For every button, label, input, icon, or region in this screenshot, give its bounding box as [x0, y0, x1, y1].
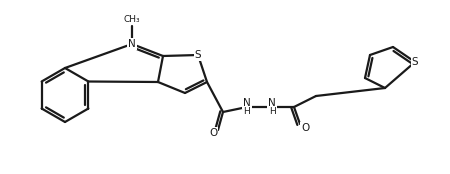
Text: N: N: [268, 98, 276, 108]
Text: O: O: [209, 128, 217, 138]
Text: N: N: [128, 39, 136, 49]
Text: N: N: [243, 98, 251, 108]
Text: CH₃: CH₃: [124, 14, 140, 23]
Text: O: O: [301, 123, 309, 133]
Text: S: S: [195, 50, 201, 60]
Text: H: H: [243, 108, 250, 117]
Text: S: S: [412, 57, 418, 67]
Text: H: H: [269, 108, 275, 117]
